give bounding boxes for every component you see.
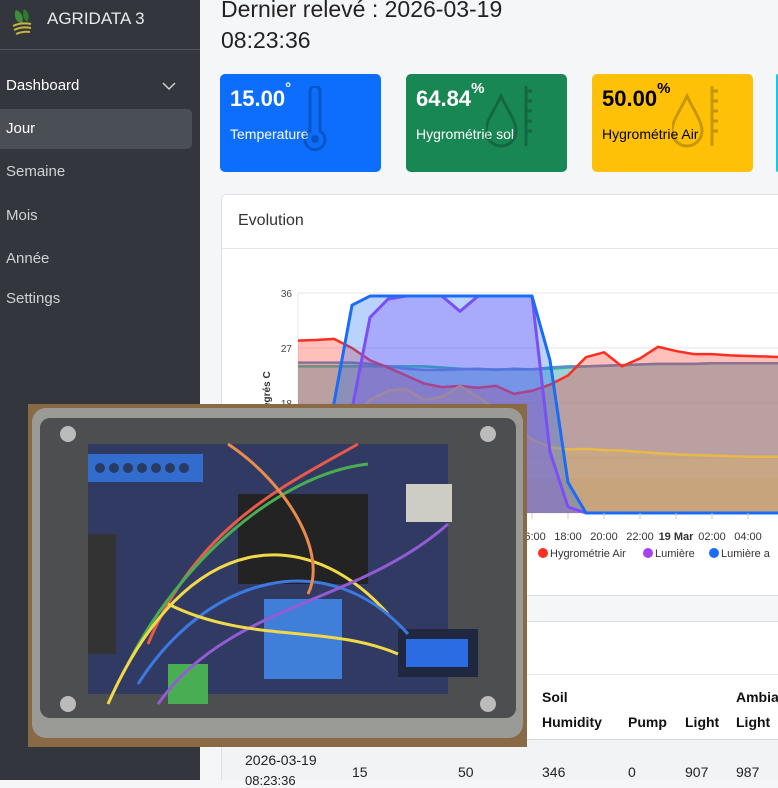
cell-date: 2026-03-19 [245,752,317,768]
chevron-down-icon[interactable] [162,81,176,91]
extra-card [776,74,778,172]
cell-temperature: 15 [352,764,368,780]
column-header-light: Light [685,714,720,730]
column-header-soil-humidity: Soil Humidity [542,689,602,730]
card-label: Temperature [230,126,309,142]
divider [222,248,778,249]
card-label: Hygrométrie Air [602,126,699,142]
cell-air-humidity: 50 [458,764,474,780]
air-humidity-card: 50.00% Hygrométrie Air [592,74,753,172]
card-value: 64.84 [416,86,472,111]
sidebar-item-settings[interactable]: Settings [6,290,61,307]
brand-name: AGRIDATA 3 [47,9,145,28]
thermometer-icon [303,86,327,152]
droplet-gauge-icon [486,86,532,148]
card-value: 50.00 [602,86,658,111]
column-header-ambient-light: Ambia Light [736,689,778,730]
sidebar-section-dashboard[interactable]: Dashboard [6,77,80,94]
cell-pump: 0 [628,764,636,780]
card-unit: ° [285,80,292,97]
droplet-gauge-icon [672,86,718,148]
cell-time: 08:23:36 [245,773,296,788]
logo-icon [12,9,32,35]
sidebar-item-annee[interactable]: Année [6,250,50,267]
card-label: Hygrométrie sol [416,126,515,142]
card-unit: % [657,80,671,97]
sidebar-item-jour[interactable]: Jour [6,120,36,137]
cell-light: 907 [685,764,709,780]
hardware-photo [28,404,527,747]
divider [0,49,200,50]
sidebar-item-mois[interactable]: Mois [6,207,38,224]
card-unit: % [471,80,485,97]
active-item-highlight [0,109,192,149]
evolution-title: Evolution [238,212,304,229]
soil-humidity-card: 64.84% Hygrométrie sol [406,74,567,172]
card-value: 15.00 [230,86,286,111]
page-title: Dernier relevé : 2026-03-19 08:23:36 [221,0,503,53]
cell-ambient-light: 987 [736,764,760,780]
cell-soil-humidity: 346 [542,764,566,780]
sidebar-item-semaine[interactable]: Semaine [6,163,66,180]
column-header-pump: Pump [628,714,667,730]
temperature-card: 15.00° Temperature [220,74,381,172]
